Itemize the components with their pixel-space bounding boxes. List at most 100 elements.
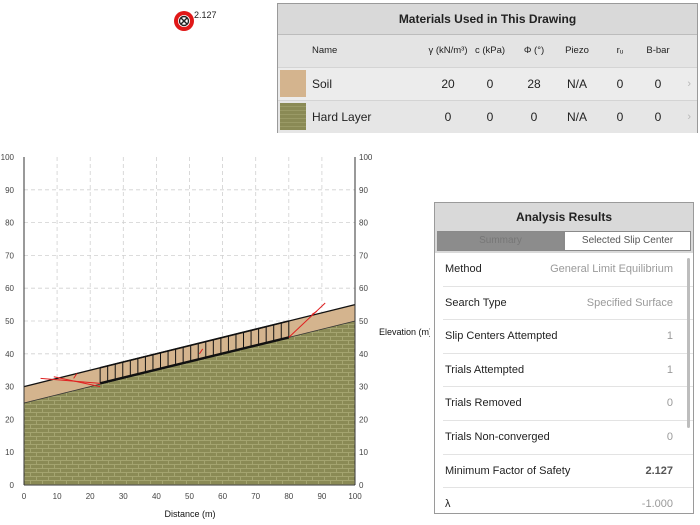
x-tick-label: 30 [119,492,128,501]
slip-line-left [40,377,101,384]
result-value: 2.127 [645,464,673,477]
y-axis-title-right: Elevation (m) [379,327,430,337]
result-label: λ [445,498,451,511]
slip-tick-right [311,310,318,315]
y-tick-label-left: 30 [5,383,14,392]
chevron-right-icon: › [687,111,691,123]
y-tick-label-right: 60 [359,284,368,293]
x-tick-label: 90 [317,492,326,501]
materials-header-row: Name γ (kN/m³) c (kPa) Φ (°) Piezo rᵤ B-… [278,35,697,67]
result-label: Trials Removed [445,397,522,410]
slice-top-line [99,320,289,369]
y-tick-label-left: 20 [5,415,14,424]
y-tick-label-right: 20 [359,415,368,424]
x-tick-label: 70 [251,492,260,501]
y-tick-label-right: 80 [359,219,368,228]
result-row: Slip Centers Attempted 1 [443,320,693,354]
y-tick-label-right: 70 [359,251,368,260]
header-gamma: γ (kN/m³) [428,45,468,56]
result-label: Trials Attempted [445,363,525,376]
slice-base-line [99,336,290,385]
y-tick-label-left: 0 [10,481,15,490]
result-label: Method [445,263,482,275]
header-name: Name [312,45,338,56]
result-value: 0 [666,397,673,410]
result-value: 0 [666,430,673,443]
y-tick-label-right: 90 [359,186,368,195]
result-label: Minimum Factor of Safety [445,464,571,477]
material-phi: 0 [530,110,538,124]
slip-line-right [288,302,326,338]
material-phi: 28 [527,77,541,91]
material-color-swatch [280,70,306,97]
x-axis-title: Distance (m) [164,509,215,519]
result-row: Trials Attempted 1 [443,354,693,388]
header-phi: Φ (°) [523,45,545,56]
result-row: Trials Non-converged 0 [443,421,693,455]
slip-tick-mid [199,348,204,355]
material-name: Soil [312,77,333,91]
x-tick-label: 0 [22,492,27,501]
x-tick-label: 50 [185,492,194,501]
tab-summary[interactable]: Summary [437,231,564,251]
material-piezo: N/A [566,77,587,91]
y-tick-label-right: 100 [359,153,373,162]
y-tick-label-left: 50 [5,317,14,326]
header-ru: rᵤ [616,45,624,56]
chevron-right-icon: › [687,78,691,90]
y-tick-label-left: 100 [1,153,15,162]
material-ru: 0 [616,110,624,124]
material-piezo: N/A [566,110,587,124]
result-value: -1.000 [641,498,673,511]
result-value: General Limit Equilibrium [550,263,673,275]
material-row[interactable]: Hard Layer 0 0 0 N/A 0 0 › [278,100,697,133]
y-tick-label-right: 10 [359,448,368,457]
x-tick-label: 40 [152,492,161,501]
soil-layer [24,304,355,403]
result-value: 1 [666,330,673,343]
header-bbar: B-bar [646,45,670,56]
x-tick-label: 10 [53,492,62,501]
material-ru: 0 [616,77,624,91]
slice-lines [99,320,290,385]
slip-line-left-2 [53,376,101,388]
results-list[interactable]: Method General Limit Equilibrium Search Ty… [435,253,693,513]
crosshair-icon [178,15,190,27]
material-color-swatch [280,103,306,130]
tab-selected-slip-center[interactable]: Selected Slip Center [564,231,691,251]
y-tick-label-left: 60 [5,284,14,293]
y-tick-label-left: 70 [5,251,14,260]
hard-layer [24,321,355,485]
result-value: Specified Surface [586,296,673,309]
x-tick-label: 20 [86,492,95,501]
materials-panel: Materials Used in This Drawing Name γ (k… [277,3,698,133]
y-tick-label-left: 40 [5,350,14,359]
y-tick-label-right: 40 [359,350,368,359]
y-tick-label-right: 30 [359,383,368,392]
results-scrollbar[interactable] [687,258,690,428]
result-row: λ -1.000 [443,488,693,513]
slip-surface [40,302,326,388]
slip-tick [73,373,78,379]
result-row: Trials Removed 0 [443,387,693,421]
result-label: Slip Centers Attempted [445,330,558,343]
analysis-title: Analysis Results [435,203,693,231]
slip-center-fos-label: 2.127 [194,10,217,20]
material-bbar: 0 [654,110,662,124]
header-piezo: Piezo [565,45,589,56]
material-bbar: 0 [654,77,662,91]
result-row: Method General Limit Equilibrium [443,253,693,287]
result-value: 1 [666,363,673,376]
y-tick-label-left: 90 [5,186,14,195]
slip-center-marker[interactable] [174,11,194,31]
x-tick-label: 80 [284,492,293,501]
chart-axes [23,157,356,486]
ground-layers [23,303,356,485]
x-tick-label: 100 [348,492,362,501]
material-cohesion: 0 [486,110,494,124]
result-label: Search Type [445,296,507,309]
material-row[interactable]: Soil 20 0 28 N/A 0 0 › [278,67,697,100]
result-label: Trials Non-converged [445,430,550,443]
y-tick-label-right: 50 [359,317,368,326]
